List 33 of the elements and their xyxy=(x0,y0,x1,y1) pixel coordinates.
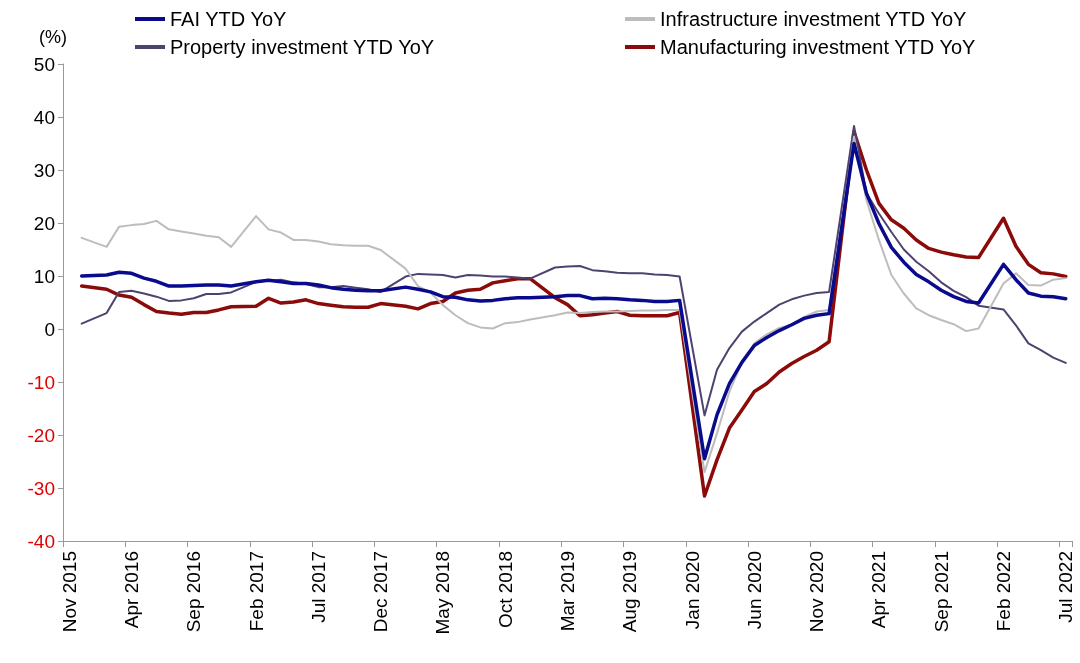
y-tick-label: -10 xyxy=(27,371,55,393)
x-tick-label: Nov 2015 xyxy=(58,551,80,633)
y-tick-label: 30 xyxy=(33,159,55,181)
x-tick-label: Nov 2020 xyxy=(806,551,828,633)
x-tick-label: Jan 2020 xyxy=(681,551,703,630)
legend-label: Property investment YTD YoY xyxy=(170,36,435,58)
x-tick-label: May 2018 xyxy=(432,551,454,635)
legend-label: Manufacturing investment YTD YoY xyxy=(660,36,976,58)
y-axis-title: (%) xyxy=(39,27,67,47)
legend-label: FAI YTD YoY xyxy=(170,8,287,30)
y-tick-label: 20 xyxy=(33,212,55,234)
x-tick-label: Oct 2018 xyxy=(494,551,516,629)
y-tick-label: 0 xyxy=(44,318,55,340)
x-tick-label: Aug 2019 xyxy=(619,551,641,633)
y-tick-label: 10 xyxy=(33,265,55,287)
x-tick-label: Apr 2016 xyxy=(121,551,143,629)
x-tick-label: Jun 2020 xyxy=(743,551,765,630)
x-tick-label: Apr 2021 xyxy=(868,551,890,629)
line-series xyxy=(80,125,1067,417)
x-tick-label: Dec 2017 xyxy=(370,551,392,633)
x-tick-label: Sep 2021 xyxy=(930,551,952,633)
y-tick-label: 40 xyxy=(33,106,55,128)
x-tick-label: Sep 2016 xyxy=(183,551,205,633)
x-tick-label: Jul 2022 xyxy=(1055,551,1077,623)
y-tick-label: -20 xyxy=(27,424,55,446)
legend-label: Infrastructure investment YTD YoY xyxy=(660,8,967,30)
x-tick-label: Mar 2019 xyxy=(557,551,578,632)
y-tick-label: -30 xyxy=(27,477,55,499)
x-tick-label: Feb 2017 xyxy=(245,551,267,632)
x-tick-label: Feb 2022 xyxy=(992,551,1014,632)
y-tick-label: -40 xyxy=(27,530,55,552)
y-tick-label: 50 xyxy=(33,53,55,75)
x-tick-label: Jul 2017 xyxy=(307,551,329,623)
